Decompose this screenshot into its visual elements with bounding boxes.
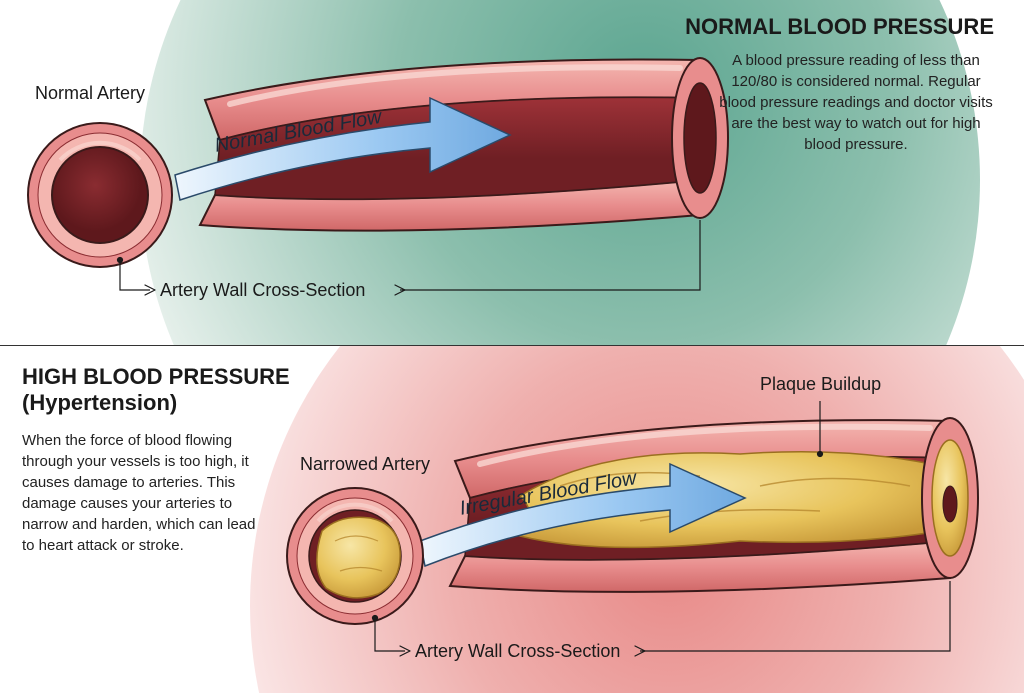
high-bp-panel: HIGH BLOOD PRESSURE (Hypertension) When … — [0, 346, 1024, 693]
bottom-title: HIGH BLOOD PRESSURE — [22, 364, 290, 390]
cross-section-label-bottom: Artery Wall Cross-Section — [415, 641, 620, 662]
cross-section-label-top: Artery Wall Cross-Section — [160, 280, 365, 301]
top-title: NORMAL BLOOD PRESSURE — [685, 14, 994, 40]
artery-cross-section-bottom — [287, 488, 423, 624]
bottom-subtitle: (Hypertension) — [22, 390, 177, 416]
normal-artery-label: Normal Artery — [35, 83, 145, 104]
artery-cross-section — [28, 123, 172, 267]
normal-bp-panel: Normal Artery Artery Wall Cross-Section … — [0, 0, 1024, 346]
narrowed-artery-label: Narrowed Artery — [300, 454, 430, 475]
top-body: A blood pressure reading of less than 12… — [716, 50, 996, 155]
plaque-label: Plaque Buildup — [760, 374, 881, 395]
bottom-body: When the force of blood flowing through … — [22, 430, 257, 556]
